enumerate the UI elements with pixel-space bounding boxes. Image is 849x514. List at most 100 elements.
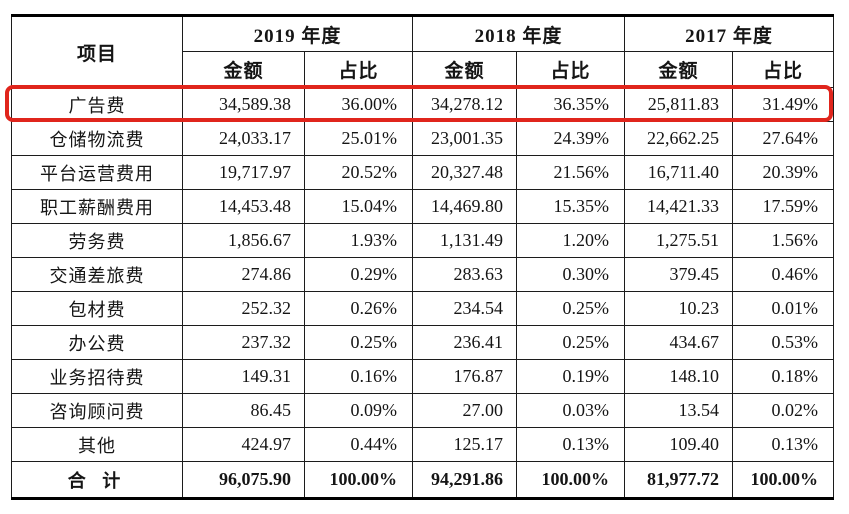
amount-cell: 252.32 — [182, 291, 305, 326]
table-row: 劳务费 1,856.67 1.93% 1,131.49 1.20% 1,275.51 1.5… — [11, 223, 835, 258]
table-header: 项目 2019 年度 2018 年度 2017 年度 金额 占比 金额 占比 金… — [11, 15, 835, 88]
amount-cell: 13.54 — [624, 393, 734, 428]
total-amount-2018: 94,291.86 — [412, 461, 518, 499]
amount-cell: 86.45 — [182, 393, 305, 428]
amount-cell: 424.97 — [182, 427, 305, 462]
total-amount-2019: 96,075.90 — [182, 461, 305, 499]
ratio-cell: 0.13% — [516, 427, 626, 462]
header-amount-2017: 金额 — [624, 51, 734, 88]
expense-table: 项目 2019 年度 2018 年度 2017 年度 金额 占比 金额 占比 金… — [11, 14, 835, 500]
table-row: 仓储物流费 24,033.17 25.01% 23,001.35 24.39% 22,66… — [11, 121, 835, 156]
ratio-cell: 0.26% — [303, 291, 414, 326]
amount-cell: 34,589.38 — [182, 87, 305, 122]
ratio-cell: 0.25% — [516, 291, 626, 326]
total-amount-2017: 81,977.72 — [624, 461, 734, 499]
amount-cell: 27.00 — [412, 393, 518, 428]
amount-cell: 1,275.51 — [624, 223, 734, 258]
table-row: 咨询顾问费 86.45 0.09% 27.00 0.03% 13.54 0.02% — [11, 393, 835, 428]
table-row: 业务招待费 149.31 0.16% 176.87 0.19% 148.10 0.18% — [11, 359, 835, 394]
ratio-cell: 36.35% — [516, 87, 626, 122]
amount-cell: 149.31 — [182, 359, 305, 394]
amount-cell: 34,278.12 — [412, 87, 518, 122]
amount-cell: 14,469.80 — [412, 189, 518, 224]
table-row-highlighted: 广告费 34,589.38 36.00% 34,278.12 36.35% 25,811.… — [11, 87, 835, 122]
ratio-cell: 20.52% — [303, 155, 414, 190]
header-item: 项目 — [11, 15, 183, 88]
ratio-cell: 0.53% — [732, 325, 835, 360]
header-ratio-2018: 占比 — [516, 51, 626, 88]
ratio-cell: 25.01% — [303, 121, 414, 156]
row-item-label: 其他 — [11, 427, 183, 462]
table-body: 广告费 34,589.38 36.00% 34,278.12 36.35% 25,811.… — [11, 87, 835, 499]
amount-cell: 234.54 — [412, 291, 518, 326]
amount-cell: 14,421.33 — [624, 189, 734, 224]
ratio-cell: 0.16% — [303, 359, 414, 394]
amount-cell: 237.32 — [182, 325, 305, 360]
header-year-2017: 2017 年度 — [624, 15, 835, 52]
ratio-cell: 1.56% — [732, 223, 835, 258]
table-row: 交通差旅费 274.86 0.29% 283.63 0.30% 379.45 0.46% — [11, 257, 835, 292]
total-ratio-2017: 100.00% — [732, 461, 835, 499]
header-year-2019: 2019 年度 — [181, 15, 414, 52]
ratio-cell: 1.20% — [516, 223, 626, 258]
amount-cell: 22,662.25 — [624, 121, 734, 156]
ratio-cell: 0.25% — [303, 325, 414, 360]
total-row-label: 合 计 — [11, 461, 183, 499]
ratio-cell: 15.35% — [516, 189, 626, 224]
amount-cell: 236.41 — [412, 325, 518, 360]
amount-cell: 20,327.48 — [412, 155, 518, 190]
total-ratio-2018: 100.00% — [516, 461, 626, 499]
table-row: 其他 424.97 0.44% 125.17 0.13% 109.40 0.13% — [11, 427, 835, 462]
amount-cell: 10.23 — [624, 291, 734, 326]
ratio-cell: 27.64% — [732, 121, 835, 156]
ratio-cell: 0.03% — [516, 393, 626, 428]
ratio-cell: 1.93% — [303, 223, 414, 258]
row-item-label: 业务招待费 — [11, 359, 183, 394]
amount-cell: 125.17 — [412, 427, 518, 462]
amount-cell: 23,001.35 — [412, 121, 518, 156]
row-item-label: 职工薪酬费用 — [11, 189, 183, 224]
ratio-cell: 15.04% — [303, 189, 414, 224]
amount-cell: 25,811.83 — [624, 87, 734, 122]
ratio-cell: 24.39% — [516, 121, 626, 156]
amount-cell: 283.63 — [412, 257, 518, 292]
ratio-cell: 0.02% — [732, 393, 835, 428]
header-ratio-2017: 占比 — [732, 51, 835, 88]
row-item-label: 包材费 — [11, 291, 183, 326]
amount-cell: 24,033.17 — [182, 121, 305, 156]
table-row: 办公费 237.32 0.25% 236.41 0.25% 434.67 0.53% — [11, 325, 835, 360]
ratio-cell: 0.25% — [516, 325, 626, 360]
amount-cell: 148.10 — [624, 359, 734, 394]
header-amount-2019: 金额 — [182, 51, 305, 88]
row-item-label: 办公费 — [11, 325, 183, 360]
ratio-cell: 36.00% — [303, 87, 414, 122]
header-year-2018: 2018 年度 — [412, 15, 626, 52]
table-row: 职工薪酬费用 14,453.48 15.04% 14,469.80 15.35% 14,4… — [11, 189, 835, 224]
ratio-cell: 0.29% — [303, 257, 414, 292]
ratio-cell: 0.09% — [303, 393, 414, 428]
ratio-cell: 21.56% — [516, 155, 626, 190]
header-amount-2018: 金额 — [412, 51, 518, 88]
row-item-label: 交通差旅费 — [11, 257, 183, 292]
row-item-label: 广告费 — [11, 87, 183, 122]
row-item-label: 平台运营费用 — [11, 155, 183, 190]
ratio-cell: 31.49% — [732, 87, 835, 122]
table-row: 包材费 252.32 0.26% 234.54 0.25% 10.23 0.01% — [11, 291, 835, 326]
header-ratio-2019: 占比 — [303, 51, 414, 88]
ratio-cell: 20.39% — [732, 155, 835, 190]
ratio-cell: 0.13% — [732, 427, 835, 462]
amount-cell: 1,131.49 — [412, 223, 518, 258]
amount-cell: 16,711.40 — [624, 155, 734, 190]
row-item-label: 仓储物流费 — [11, 121, 183, 156]
amount-cell: 379.45 — [624, 257, 734, 292]
ratio-cell: 0.19% — [516, 359, 626, 394]
total-row: 合 计 96,075.90 100.00% 94,291.86 100.00% … — [11, 461, 835, 499]
ratio-cell: 0.18% — [732, 359, 835, 394]
amount-cell: 176.87 — [412, 359, 518, 394]
amount-cell: 434.67 — [624, 325, 734, 360]
amount-cell: 1,856.67 — [182, 223, 305, 258]
ratio-cell: 0.30% — [516, 257, 626, 292]
ratio-cell: 17.59% — [732, 189, 835, 224]
expense-table-wrapper: 项目 2019 年度 2018 年度 2017 年度 金额 占比 金额 占比 金… — [5, 14, 835, 500]
